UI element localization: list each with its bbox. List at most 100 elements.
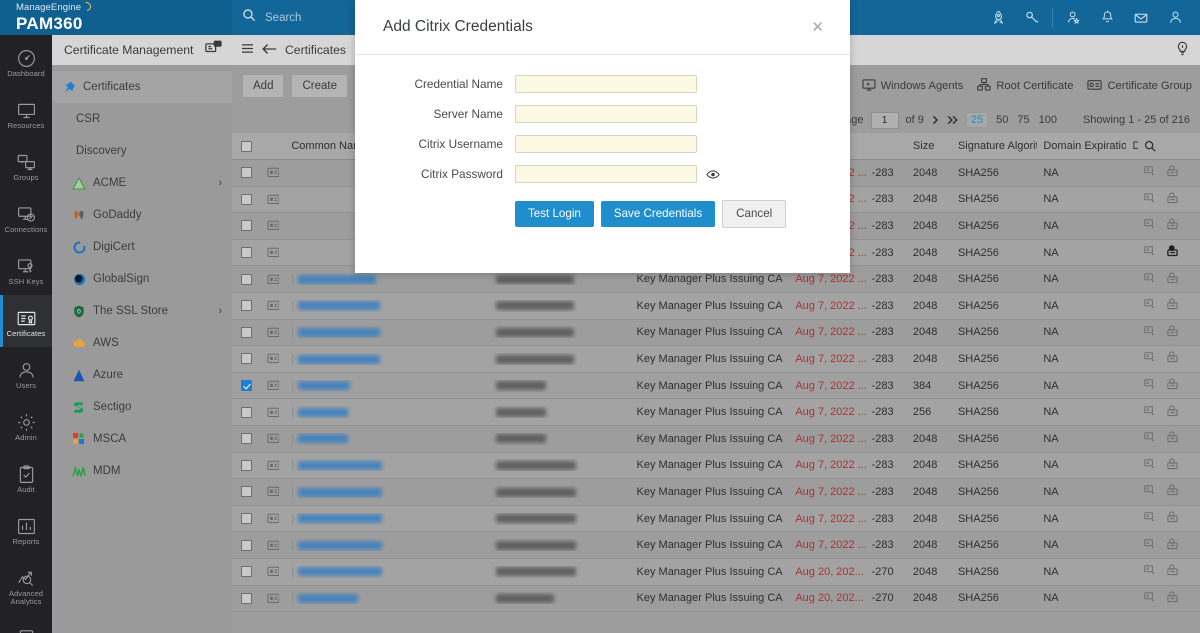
panel-item-discovery[interactable]: Discovery: [52, 135, 232, 167]
row-checkbox[interactable]: [232, 220, 261, 232]
cell-common-name[interactable]: |: [285, 592, 490, 604]
table-row[interactable]: | Key Manager Plus Issuing CA Aug 7, 2022 …: [232, 266, 1200, 293]
row-checkbox[interactable]: [232, 193, 261, 205]
chevron-right-icon[interactable]: ›: [218, 305, 222, 317]
column-domain-expiration[interactable]: Domain Expiration: [1043, 140, 1127, 152]
panel-item-certificates[interactable]: Certificates: [52, 71, 232, 103]
mail-icon[interactable]: [1124, 0, 1158, 35]
row-actions[interactable]: [1138, 245, 1200, 260]
row-checkbox[interactable]: [232, 326, 261, 338]
citrix-username-field[interactable]: [515, 135, 697, 153]
column-size[interactable]: Size: [912, 140, 935, 152]
deploy-certificate-button[interactable]: [1166, 272, 1179, 287]
deploy-certificate-button[interactable]: [1166, 192, 1179, 207]
table-row[interactable]: | Key Manager Plus Issuing CA Aug 7, 2022 …: [232, 372, 1200, 400]
cell-common-name[interactable]: |: [285, 353, 490, 365]
eye-icon[interactable]: [706, 169, 720, 180]
checkbox[interactable]: [240, 592, 252, 604]
page-size-100[interactable]: 100: [1038, 114, 1057, 126]
deploy-certificate-button[interactable]: [1166, 591, 1179, 606]
renew-certificate-button[interactable]: [1144, 431, 1156, 446]
row-checkbox[interactable]: [232, 247, 261, 259]
panel-item-msca[interactable]: MSCA: [52, 423, 232, 455]
deploy-certificate-button[interactable]: [1166, 298, 1179, 313]
renew-certificate-button[interactable]: [1144, 325, 1156, 340]
cancel-button[interactable]: Cancel: [722, 200, 787, 228]
renew-certificate-button[interactable]: [1144, 272, 1156, 287]
renew-certificate-button[interactable]: [1144, 458, 1156, 473]
save-credentials-button[interactable]: Save Credentials: [600, 201, 716, 227]
create-button[interactable]: Create: [291, 74, 348, 98]
row-actions[interactable]: [1138, 591, 1200, 606]
sidebar-item-admin[interactable]: Admin: [0, 399, 52, 451]
renew-certificate-button[interactable]: [1144, 351, 1156, 366]
deploy-certificate-button[interactable]: [1166, 245, 1179, 260]
renew-certificate-button[interactable]: [1144, 298, 1156, 313]
select-all-checkbox[interactable]: [232, 140, 261, 152]
sidebar-item-personal[interactable]: Personal: [0, 615, 52, 633]
renew-certificate-button[interactable]: [1144, 405, 1156, 420]
checkbox[interactable]: [240, 247, 252, 259]
row-actions[interactable]: [1138, 405, 1200, 420]
row-checkbox[interactable]: [232, 459, 261, 471]
sidebar-item-audit[interactable]: Audit: [0, 451, 52, 503]
key-link-icon[interactable]: [1015, 0, 1049, 35]
credential-name-field[interactable]: [515, 75, 697, 93]
row-checkbox[interactable]: [232, 486, 261, 498]
chevron-right-icon[interactable]: ›: [218, 177, 222, 189]
panel-item-azure[interactable]: Azure: [52, 359, 232, 391]
renew-certificate-button[interactable]: [1144, 484, 1156, 499]
cell-common-name[interactable]: |: [285, 539, 490, 551]
cell-common-name[interactable]: |: [285, 486, 490, 498]
checkbox[interactable]: [240, 459, 252, 471]
row-checkbox[interactable]: [232, 167, 261, 179]
row-checkbox[interactable]: [232, 273, 261, 285]
table-row[interactable]: | Key Manager Plus Issuing CA Aug 7, 2022 …: [232, 532, 1200, 559]
panel-item-digicert[interactable]: DigiCert: [52, 231, 232, 263]
close-icon[interactable]: ✕: [811, 18, 824, 36]
deploy-certificate-button[interactable]: [1166, 564, 1179, 579]
back-arrow-icon[interactable]: [262, 43, 277, 58]
checkbox[interactable]: [240, 140, 252, 152]
row-actions[interactable]: [1138, 298, 1200, 313]
checkbox[interactable]: [240, 353, 252, 365]
row-checkbox[interactable]: [232, 513, 261, 525]
row-actions[interactable]: [1138, 351, 1200, 366]
panel-item-the-ssl-store[interactable]: 0 The SSL Store ›: [52, 295, 232, 327]
sidebar-item-advanced-analytics[interactable]: Advanced Analytics: [0, 555, 52, 615]
row-actions[interactable]: [1138, 165, 1200, 180]
row-actions[interactable]: [1138, 192, 1200, 207]
cell-common-name[interactable]: |: [285, 326, 490, 338]
table-row[interactable]: | Key Manager Plus Issuing CA Aug 7, 2022 …: [232, 452, 1200, 480]
last-page-icon[interactable]: [947, 115, 959, 125]
sidebar-item-groups[interactable]: Groups: [0, 139, 52, 191]
sidebar-item-certificates[interactable]: Certificates: [0, 295, 52, 347]
row-checkbox[interactable]: [232, 353, 261, 365]
checkbox[interactable]: [240, 273, 252, 285]
column-signature-algorithm[interactable]: Signature Algorithm: [957, 140, 1037, 152]
cell-common-name[interactable]: |: [285, 459, 490, 471]
checkbox[interactable]: [240, 300, 252, 312]
renew-certificate-button[interactable]: [1144, 245, 1156, 260]
checkbox[interactable]: [240, 380, 252, 392]
cell-common-name[interactable]: |: [285, 513, 490, 525]
panel-item-csr[interactable]: CSR: [52, 103, 232, 135]
page-size-25[interactable]: 25: [965, 112, 989, 128]
sidebar-item-ssh-keys[interactable]: SSH Keys: [0, 243, 52, 295]
checkbox[interactable]: [240, 326, 252, 338]
deploy-certificate-button[interactable]: [1166, 351, 1179, 366]
row-checkbox[interactable]: [232, 433, 261, 445]
cell-common-name[interactable]: |: [285, 566, 490, 578]
renew-certificate-button[interactable]: [1144, 165, 1156, 180]
row-actions[interactable]: [1138, 458, 1200, 473]
row-checkbox[interactable]: [232, 300, 261, 312]
renew-certificate-button[interactable]: [1144, 564, 1156, 579]
row-checkbox[interactable]: [232, 380, 261, 392]
row-actions[interactable]: [1138, 272, 1200, 287]
root-certificate-action[interactable]: Root Certificate: [977, 78, 1073, 94]
sidebar-item-resources[interactable]: Resources: [0, 87, 52, 139]
test-login-button[interactable]: Test Login: [515, 201, 594, 227]
checkbox[interactable]: [240, 566, 252, 578]
table-row[interactable]: | Key Manager Plus Issuing CA Aug 7, 2022 …: [232, 479, 1200, 506]
row-actions[interactable]: [1138, 378, 1200, 393]
